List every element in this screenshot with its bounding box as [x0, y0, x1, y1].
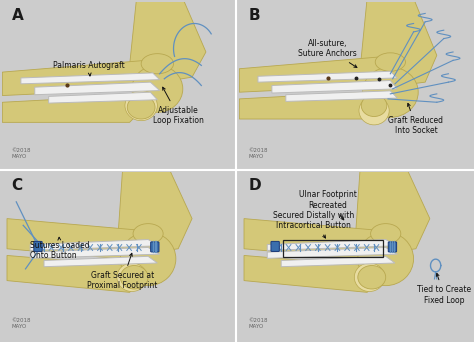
Ellipse shape: [361, 95, 387, 117]
Ellipse shape: [355, 263, 384, 291]
Ellipse shape: [141, 54, 173, 74]
Text: ©2018
MAYO: ©2018 MAYO: [12, 148, 31, 159]
Text: Sutures Loaded
Onto Button: Sutures Loaded Onto Button: [30, 237, 90, 260]
Polygon shape: [244, 219, 397, 261]
FancyBboxPatch shape: [388, 242, 397, 252]
Polygon shape: [30, 239, 160, 250]
Text: Palmaris Autograft: Palmaris Autograft: [53, 61, 125, 76]
Ellipse shape: [375, 53, 405, 71]
Ellipse shape: [371, 224, 401, 244]
Ellipse shape: [133, 224, 163, 244]
Polygon shape: [267, 239, 397, 250]
Polygon shape: [356, 168, 430, 255]
Text: All-suture,
Suture Anchors: All-suture, Suture Anchors: [298, 39, 357, 67]
Polygon shape: [2, 95, 141, 122]
Text: Adjustable
Loop Fixation: Adjustable Loop Fixation: [153, 87, 204, 126]
Polygon shape: [258, 71, 397, 82]
Polygon shape: [44, 256, 157, 267]
Polygon shape: [2, 60, 164, 95]
Polygon shape: [272, 80, 397, 93]
Polygon shape: [239, 92, 374, 119]
Polygon shape: [129, 0, 206, 86]
Text: A: A: [12, 9, 23, 23]
Text: D: D: [249, 179, 261, 193]
Polygon shape: [360, 0, 437, 89]
Ellipse shape: [132, 65, 183, 112]
Polygon shape: [49, 92, 157, 103]
Ellipse shape: [358, 265, 386, 289]
Polygon shape: [239, 57, 397, 92]
Polygon shape: [35, 82, 160, 95]
Ellipse shape: [120, 265, 148, 289]
Ellipse shape: [117, 263, 147, 291]
Bar: [283, 240, 383, 258]
Text: ©2018
MAYO: ©2018 MAYO: [12, 318, 31, 329]
FancyBboxPatch shape: [151, 242, 159, 252]
Text: Graft Reduced
Into Socket: Graft Reduced Into Socket: [388, 103, 443, 135]
Text: C: C: [12, 179, 23, 193]
Polygon shape: [267, 247, 397, 258]
Ellipse shape: [363, 67, 418, 117]
Text: Graft Secured at
Proximal Footprint: Graft Secured at Proximal Footprint: [88, 253, 158, 290]
Text: ©2018
MAYO: ©2018 MAYO: [249, 318, 268, 329]
Ellipse shape: [120, 232, 176, 286]
FancyBboxPatch shape: [34, 241, 42, 251]
Text: B: B: [249, 9, 260, 23]
Polygon shape: [21, 73, 160, 84]
Ellipse shape: [128, 95, 155, 119]
Ellipse shape: [125, 91, 157, 121]
Polygon shape: [7, 219, 160, 261]
Text: Ulnar Footprint
Recreated: Ulnar Footprint Recreated: [299, 190, 356, 220]
Polygon shape: [7, 255, 141, 292]
Ellipse shape: [358, 232, 413, 286]
Polygon shape: [244, 255, 379, 292]
Polygon shape: [286, 91, 397, 102]
Polygon shape: [30, 247, 160, 258]
FancyBboxPatch shape: [271, 241, 279, 251]
Text: ©2018
MAYO: ©2018 MAYO: [249, 148, 268, 159]
Text: Secured Distally with
Intracortical Button: Secured Distally with Intracortical Butt…: [273, 211, 355, 238]
Ellipse shape: [359, 96, 389, 125]
Polygon shape: [281, 256, 395, 267]
Polygon shape: [118, 168, 192, 255]
Text: Tied to Create
Fixed Loop: Tied to Create Fixed Loop: [417, 273, 471, 305]
